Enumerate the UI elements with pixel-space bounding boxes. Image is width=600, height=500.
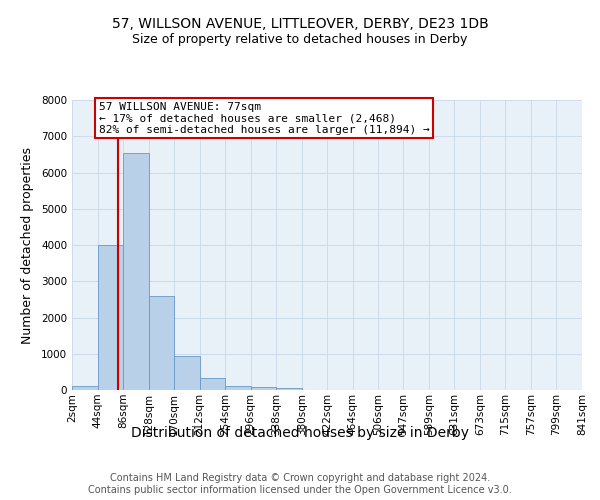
Text: Size of property relative to detached houses in Derby: Size of property relative to detached ho… — [133, 32, 467, 46]
Y-axis label: Number of detached properties: Number of detached properties — [21, 146, 34, 344]
Text: Distribution of detached houses by size in Derby: Distribution of detached houses by size … — [131, 426, 469, 440]
Bar — [98, 245, 123, 390]
Text: 57 WILLSON AVENUE: 77sqm
← 17% of detached houses are smaller (2,468)
82% of sem: 57 WILLSON AVENUE: 77sqm ← 17% of detach… — [99, 102, 430, 135]
Bar — [200, 378, 225, 390]
Bar — [149, 296, 174, 390]
Text: 57, WILLSON AVENUE, LITTLEOVER, DERBY, DE23 1DB: 57, WILLSON AVENUE, LITTLEOVER, DERBY, D… — [112, 18, 488, 32]
Text: Contains HM Land Registry data © Crown copyright and database right 2024.
Contai: Contains HM Land Registry data © Crown c… — [88, 474, 512, 495]
Bar — [251, 388, 276, 390]
Bar — [225, 386, 251, 390]
Bar — [276, 388, 302, 390]
Bar — [123, 152, 149, 390]
Bar — [72, 386, 98, 390]
Bar — [174, 356, 200, 390]
